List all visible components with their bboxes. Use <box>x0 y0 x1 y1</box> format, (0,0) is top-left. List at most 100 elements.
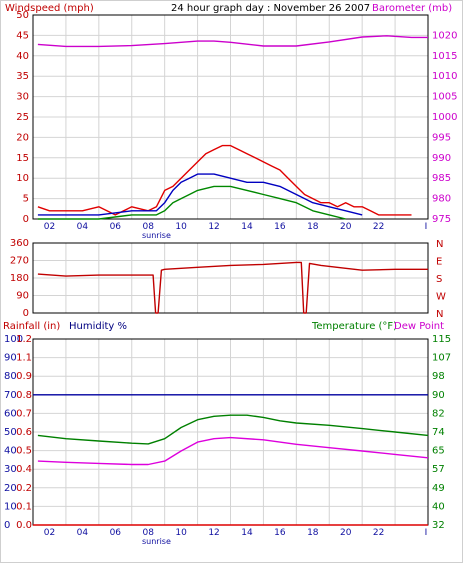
wind-series-0 <box>37 144 412 216</box>
barometer-series <box>37 35 428 48</box>
humidity-axis-title: Humidity % <box>69 321 128 332</box>
rain-y-tick-label: 0.0 <box>16 520 32 531</box>
panel3-x-tick-label: 04 <box>77 528 89 538</box>
panel2-grid <box>33 243 428 313</box>
panel1-x-tick-label: 10 <box>175 222 187 232</box>
panel1-x-tick-label: 02 <box>44 222 55 232</box>
temp-y-tick-label: 107 <box>432 353 451 364</box>
panel1-x-tick-label: 20 <box>340 222 352 232</box>
rain-y-tick-label: 1.1 <box>16 353 32 364</box>
wind-y-tick-label: 0 <box>23 214 29 225</box>
direction-y-tick-label: 90 <box>16 291 29 302</box>
panel1-x-tick-label: I <box>425 222 428 232</box>
wind-y-tick-label: 50 <box>16 10 29 21</box>
direction-y-tick-label: 180 <box>10 273 29 284</box>
temp-series-2 <box>37 436 429 466</box>
panel1-x-tick-label: 08 <box>142 222 154 232</box>
wind-y-tick-label: 20 <box>16 132 29 143</box>
chart-title: 24 hour graph day : November 26 2007 <box>171 3 371 14</box>
wind-series-2 <box>37 185 346 220</box>
panel1-x-tick-label: 06 <box>110 222 122 232</box>
temperature-axis-title: Temperature (°F) <box>312 321 398 332</box>
windspeed-axis-title: Windspeed (mph) <box>5 3 94 14</box>
temp-y-tick-label: 90 <box>432 390 445 401</box>
wind-y-tick-label: 5 <box>23 194 29 205</box>
panel3-x-tick-label: 14 <box>241 528 253 538</box>
humidity-y-tick-label: 20 <box>4 483 17 494</box>
direction-y-tick-label: 0 <box>23 308 29 319</box>
rain-y-tick-label: 0.2 <box>16 483 32 494</box>
temp-y-tick-label: 98 <box>432 371 445 382</box>
panel3-grid <box>33 339 428 525</box>
panel3-sunrise-marker: sunrise <box>142 537 171 546</box>
baro-y-tick-label: 995 <box>432 132 451 143</box>
panel1-x-tick-label: 04 <box>77 222 89 232</box>
panel1-x-tick-label: 22 <box>373 222 384 232</box>
wind-y-tick-label: 25 <box>16 112 29 123</box>
baro-y-tick-label: 1005 <box>432 92 457 103</box>
wind-y-tick-label: 35 <box>16 71 29 82</box>
panel1-x-tick-label: 12 <box>208 222 219 232</box>
temp-y-tick-label: 115 <box>432 334 451 345</box>
panel1-grid <box>33 15 428 219</box>
direction-y-tick-label: 360 <box>10 238 29 249</box>
rain-y-tick-label: 0.4 <box>16 464 32 475</box>
panel2-frame <box>32 242 429 314</box>
wind-y-tick-label: 45 <box>16 30 29 41</box>
humidity-y-tick-label: 50 <box>4 427 17 438</box>
compass-tick-label: N <box>436 239 443 250</box>
humidity-y-tick-label: 100 <box>4 334 23 345</box>
wind-y-tick-label: 10 <box>16 173 29 184</box>
baro-y-tick-label: 980 <box>432 194 451 205</box>
rain-y-tick-label: 0.6 <box>16 427 32 438</box>
rain-y-tick-label: 0.8 <box>16 390 32 401</box>
panel1-x-tick-label: 14 <box>241 222 253 232</box>
dewpoint-axis-title: Dew Point <box>394 321 445 332</box>
panel3-x-tick-label: 08 <box>142 528 154 538</box>
temp-y-tick-label: 40 <box>432 501 445 512</box>
wind-y-tick-label: 15 <box>16 153 29 164</box>
panel1-sunrise-marker: sunrise <box>142 231 171 240</box>
direction-series <box>37 261 428 314</box>
rainfall-axis-title: Rainfall (in) <box>3 321 61 332</box>
panel3-x-tick-label: 22 <box>373 528 384 538</box>
temp-series-1 <box>37 414 429 445</box>
panel3-x-tick-label: 06 <box>110 528 122 538</box>
humidity-y-tick-label: 70 <box>4 390 17 401</box>
panel3-x-tick-label: I <box>425 528 428 538</box>
baro-y-tick-label: 985 <box>432 173 451 184</box>
temp-y-tick-label: 65 <box>432 446 445 457</box>
rain-y-tick-label: 0.7 <box>16 408 32 419</box>
baro-y-tick-label: 975 <box>432 214 451 225</box>
baro-y-tick-label: 990 <box>432 153 451 164</box>
temp-y-tick-label: 82 <box>432 408 445 419</box>
temp-y-tick-label: 57 <box>432 464 445 475</box>
baro-y-tick-label: 1020 <box>432 30 457 41</box>
baro-y-tick-label: 1000 <box>432 112 457 123</box>
compass-tick-label: E <box>436 257 442 268</box>
panel3-x-tick-label: 10 <box>175 528 187 538</box>
temp-y-tick-label: 74 <box>432 427 445 438</box>
panel3-x-tick-label: 12 <box>208 528 219 538</box>
wind-y-tick-label: 40 <box>16 51 29 62</box>
panel1-x-tick-label: 18 <box>307 222 319 232</box>
humidity-y-tick-label: 80 <box>4 371 17 382</box>
baro-y-tick-label: 1015 <box>432 51 457 62</box>
rain-y-tick-label: 0.9 <box>16 371 32 382</box>
panel3-x-tick-label: 16 <box>274 528 286 538</box>
rain-y-tick-label: 0.1 <box>16 501 32 512</box>
panel1-x-tick-label: 16 <box>274 222 286 232</box>
panel3-x-tick-label: 20 <box>340 528 352 538</box>
humidity-y-tick-label: 10 <box>4 501 17 512</box>
wind-y-tick-label: 30 <box>16 92 29 103</box>
wind-series-1 <box>37 173 363 216</box>
compass-tick-label: W <box>436 292 446 303</box>
rain-y-tick-label: 1.2 <box>16 334 32 345</box>
humidity-y-tick-label: 0 <box>4 520 10 531</box>
panel1-frame <box>32 14 429 220</box>
direction-y-tick-label: 270 <box>10 256 29 267</box>
temp-y-tick-label: 32 <box>432 520 445 531</box>
rain-y-tick-label: 0.5 <box>16 446 32 457</box>
